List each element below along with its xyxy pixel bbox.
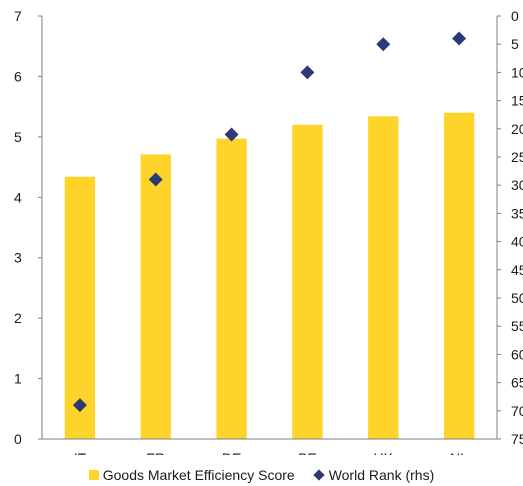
- right-tick-label: 55: [511, 318, 523, 334]
- bar-be: [292, 124, 323, 440]
- right-tick-label: 10: [511, 64, 523, 80]
- bar-nl: [443, 112, 475, 439]
- legend-label-rank: World Rank (rhs): [328, 467, 435, 483]
- left-tick-label: 7: [14, 8, 22, 24]
- right-tick-label: 65: [511, 375, 523, 391]
- legend-bar-swatch: [88, 470, 99, 480]
- rank-marker-uk: [376, 37, 391, 52]
- right-axis-ticks: 0 5 10 15 20 25 30 35 40 45 50 55 60 65 70 75: [497, 8, 523, 447]
- right-tick-label: 5: [511, 36, 519, 52]
- rank-marker-de: [224, 127, 239, 142]
- right-tick-label: 15: [511, 93, 523, 109]
- left-tick-label: 1: [14, 371, 22, 387]
- rank-marker-fr: [148, 172, 163, 187]
- rank-marker-it: [72, 398, 87, 413]
- right-tick-label: 20: [511, 121, 523, 137]
- left-tick-label: 4: [14, 189, 22, 205]
- left-tick-label: 6: [14, 68, 22, 84]
- left-tick-label: 3: [14, 250, 22, 266]
- bar-de: [216, 138, 247, 440]
- rank-markers: [72, 31, 467, 413]
- bar-it: [64, 176, 96, 440]
- left-axis-ticks: 0 1 2 3 4 5 6 7: [14, 8, 42, 447]
- legend: Goods Market Efficiency Score World Rank…: [0, 466, 523, 484]
- bar-uk: [368, 116, 399, 439]
- right-tick-label: 30: [511, 177, 523, 193]
- left-tick-label: 2: [14, 310, 22, 326]
- right-tick-label: 35: [511, 205, 523, 221]
- bar-fr: [140, 154, 171, 440]
- right-tick-label: 60: [511, 346, 523, 362]
- right-tick-label: 45: [511, 262, 523, 278]
- rank-marker-nl: [452, 31, 467, 46]
- right-tick-label: 50: [511, 290, 523, 306]
- legend-item-rank: World Rank (rhs): [313, 467, 435, 483]
- right-tick-label: 0: [511, 8, 519, 24]
- x-tick-label: DE: [222, 450, 241, 455]
- right-tick-label: 25: [511, 149, 523, 165]
- bars: [64, 112, 475, 440]
- right-tick-label: 75: [511, 431, 523, 447]
- x-axis-ticks: IT FR DE BE UK NL: [74, 450, 469, 455]
- legend-label-score: Goods Market Efficiency Score: [102, 467, 295, 483]
- left-tick-label: 5: [14, 129, 22, 145]
- right-tick-label: 40: [511, 234, 523, 250]
- x-tick-label: NL: [450, 450, 468, 455]
- right-tick-label: 70: [511, 403, 523, 419]
- x-tick-label: FR: [146, 450, 165, 455]
- rank-marker-be: [300, 65, 315, 80]
- legend-item-score: Goods Market Efficiency Score: [88, 467, 295, 483]
- x-tick-label: IT: [74, 450, 87, 455]
- x-tick-label: BE: [298, 450, 317, 455]
- x-tick-label: UK: [374, 450, 394, 455]
- legend-diamond-swatch: [313, 469, 325, 481]
- left-tick-label: 0: [14, 431, 22, 447]
